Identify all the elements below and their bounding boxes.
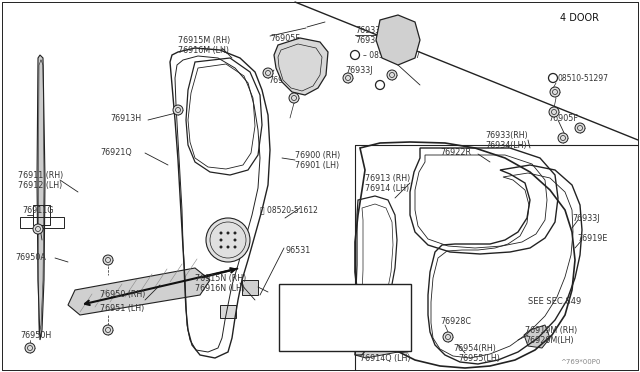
Circle shape bbox=[227, 231, 230, 234]
Text: S: S bbox=[378, 83, 382, 87]
Circle shape bbox=[558, 133, 568, 143]
Text: 76915M (RH): 76915M (RH) bbox=[178, 35, 230, 45]
Text: 76905F: 76905F bbox=[548, 113, 578, 122]
Polygon shape bbox=[376, 15, 420, 65]
Text: 76933(RH): 76933(RH) bbox=[355, 26, 397, 35]
Circle shape bbox=[103, 325, 113, 335]
Circle shape bbox=[234, 246, 237, 248]
Text: 76900E: 76900E bbox=[268, 76, 298, 84]
Text: 76934(LH): 76934(LH) bbox=[355, 35, 397, 45]
Text: S: S bbox=[353, 52, 357, 58]
Circle shape bbox=[376, 80, 385, 90]
Text: 76916M (LH): 76916M (LH) bbox=[178, 45, 229, 55]
Text: 76950H: 76950H bbox=[20, 330, 51, 340]
Polygon shape bbox=[355, 312, 378, 335]
Text: 76920M(LH): 76920M(LH) bbox=[525, 336, 573, 344]
Text: 76933J: 76933J bbox=[345, 65, 372, 74]
Text: 76914 (LH): 76914 (LH) bbox=[365, 183, 409, 192]
Circle shape bbox=[220, 231, 223, 234]
Text: 76919M (RH): 76919M (RH) bbox=[525, 326, 577, 334]
Text: 76919E: 76919E bbox=[577, 234, 607, 243]
Text: 76933(RH): 76933(RH) bbox=[485, 131, 528, 140]
Text: 76905F: 76905F bbox=[270, 33, 300, 42]
Text: S: S bbox=[551, 76, 555, 80]
Circle shape bbox=[234, 238, 237, 241]
Circle shape bbox=[25, 343, 35, 353]
Text: 76915N (RH): 76915N (RH) bbox=[195, 273, 246, 282]
Text: 76921Q: 76921Q bbox=[100, 148, 132, 157]
Circle shape bbox=[206, 218, 250, 262]
FancyBboxPatch shape bbox=[279, 284, 411, 351]
Circle shape bbox=[33, 224, 43, 234]
Circle shape bbox=[263, 68, 273, 78]
Text: 76911 (RH): 76911 (RH) bbox=[18, 170, 63, 180]
Circle shape bbox=[549, 107, 559, 117]
Text: 76954(RH): 76954(RH) bbox=[453, 343, 496, 353]
Circle shape bbox=[318, 340, 328, 350]
Circle shape bbox=[387, 70, 397, 80]
Circle shape bbox=[227, 246, 230, 248]
Text: 76922R: 76922R bbox=[440, 148, 471, 157]
Text: 76913Q (RH): 76913Q (RH) bbox=[360, 343, 412, 353]
Text: SEE SEC.849: SEE SEC.849 bbox=[528, 298, 581, 307]
Text: 76916N (LH): 76916N (LH) bbox=[195, 283, 245, 292]
Text: Ⓢ 08520-51612: Ⓢ 08520-51612 bbox=[260, 205, 318, 215]
Circle shape bbox=[103, 255, 113, 265]
Text: 08510-51297: 08510-51297 bbox=[558, 74, 609, 83]
Text: 4 DOOR: 4 DOOR bbox=[560, 13, 599, 23]
Polygon shape bbox=[68, 268, 210, 315]
Polygon shape bbox=[37, 55, 45, 340]
Circle shape bbox=[343, 73, 353, 83]
Polygon shape bbox=[220, 305, 236, 318]
Text: 76951 (LH): 76951 (LH) bbox=[100, 304, 144, 312]
Text: 76950A: 76950A bbox=[15, 253, 46, 263]
Text: 76955(LH): 76955(LH) bbox=[458, 353, 500, 362]
Text: 76911G: 76911G bbox=[22, 205, 54, 215]
Circle shape bbox=[548, 74, 557, 83]
Text: 76913H: 76913H bbox=[110, 113, 141, 122]
Text: 76900 (RH): 76900 (RH) bbox=[295, 151, 340, 160]
Circle shape bbox=[173, 105, 183, 115]
Circle shape bbox=[220, 246, 223, 248]
Text: 76912 (LH): 76912 (LH) bbox=[18, 180, 62, 189]
Polygon shape bbox=[274, 38, 328, 95]
Circle shape bbox=[220, 238, 223, 241]
Polygon shape bbox=[355, 335, 398, 358]
Circle shape bbox=[443, 332, 453, 342]
Text: 76913 (RH): 76913 (RH) bbox=[365, 173, 410, 183]
Circle shape bbox=[289, 93, 299, 103]
Text: ^769*00P0: ^769*00P0 bbox=[560, 359, 600, 365]
Circle shape bbox=[234, 231, 237, 234]
Circle shape bbox=[351, 51, 360, 60]
Text: 76914Q (LH): 76914Q (LH) bbox=[360, 353, 410, 362]
Polygon shape bbox=[524, 325, 550, 348]
Circle shape bbox=[575, 123, 585, 133]
Text: – 08510-51297: – 08510-51297 bbox=[363, 51, 420, 60]
Text: 76950 (RH): 76950 (RH) bbox=[100, 291, 145, 299]
Text: 76934(LH): 76934(LH) bbox=[485, 141, 527, 150]
Polygon shape bbox=[242, 280, 258, 295]
Circle shape bbox=[550, 87, 560, 97]
Text: 76950E: 76950E bbox=[328, 317, 362, 327]
Text: 96531: 96531 bbox=[285, 246, 310, 254]
Text: 76928C: 76928C bbox=[440, 317, 471, 327]
Text: 76901 (LH): 76901 (LH) bbox=[295, 160, 339, 170]
Text: 76933J: 76933J bbox=[572, 214, 600, 222]
Text: FROM MAY '89: FROM MAY '89 bbox=[313, 301, 377, 310]
